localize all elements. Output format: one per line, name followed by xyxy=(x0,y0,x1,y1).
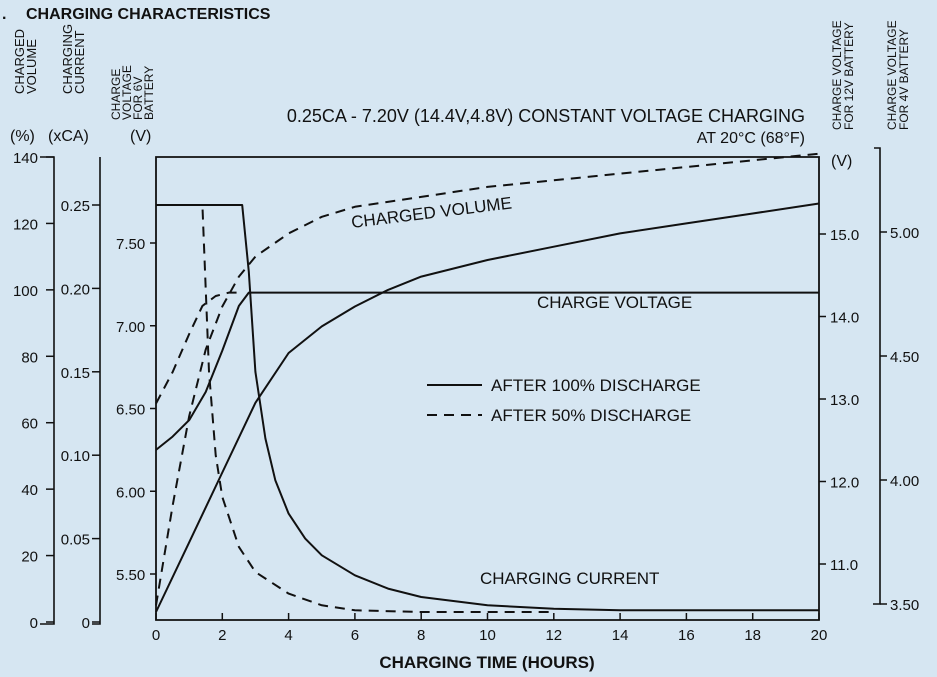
voltage-6v-tick-label: 6.00 xyxy=(116,484,145,501)
charged-volume-tick-label: 140 xyxy=(13,150,38,167)
charged-volume-axis-title: CHARGED VOLUME xyxy=(12,29,39,94)
ticks-layer: 0 2 4 6 8 10 12 14 16 18 20 0 20 40 60 80 100 120 140 0 0.05… xyxy=(13,150,919,644)
voltage-4v-title-line2: FOR 4V BATTERY xyxy=(897,29,911,130)
charged-volume-tick-label: 20 xyxy=(21,549,38,566)
voltage-6v-unit: (V) xyxy=(130,128,151,145)
charging-current-title-line1: CHARGING xyxy=(60,24,75,94)
charging-current-title-line2: CURRENT xyxy=(72,30,87,94)
x-tick-label: 2 xyxy=(218,627,226,644)
charged-volume-after-100-line xyxy=(155,202,820,613)
voltage-6v-tick-label: 7.50 xyxy=(116,236,145,253)
voltage-12v-title-line1: CHARGE VOLTAGE xyxy=(830,20,844,130)
charging-current-after-100-line xyxy=(156,204,819,612)
charging-current-axis-title: CHARGING CURRENT xyxy=(60,24,87,94)
x-tick-label: 4 xyxy=(284,627,292,644)
charged-volume-unit: (%) xyxy=(10,128,35,145)
charged-volume-title-line2: VOLUME xyxy=(24,39,39,94)
charged-volume-after-50-line xyxy=(155,152,820,606)
charged-volume-annotation: CHARGED VOLUME xyxy=(350,193,513,232)
voltage-4v-axis-title: CHARGE VOLTAGE FOR 4V BATTERY xyxy=(885,20,911,130)
legend-label-100: AFTER 100% DISCHARGE xyxy=(491,376,701,395)
chart-subtitle-line2: AT 20°C (68°F) xyxy=(697,130,805,147)
voltage-6v-tick-label: 7.00 xyxy=(116,319,145,336)
charging-current-annotation: CHARGING CURRENT xyxy=(480,569,659,588)
voltage-4v-tick-label: 3.50 xyxy=(890,597,919,614)
voltage-6v-axis-title: CHARGE VOLTAGE FOR 6V BATTERY xyxy=(109,65,156,120)
charging-current-tick-label: 0 xyxy=(82,615,90,632)
charged-volume-tick-label: 40 xyxy=(21,482,38,499)
voltage-6v-title-line1: CHARGE xyxy=(109,69,123,120)
x-tick-label: 18 xyxy=(744,627,761,644)
voltage-12v-tick-label: 13.0 xyxy=(830,392,859,409)
voltage-6v-title-line2: VOLTAGE xyxy=(120,65,134,120)
x-tick-label: 10 xyxy=(479,627,496,644)
voltage-6v-title-line4: BATTERY xyxy=(142,66,156,120)
legend: AFTER 100% DISCHARGE AFTER 50% DISCHARGE xyxy=(427,376,701,425)
voltage-12v-title-line2: FOR 12V BATTERY xyxy=(842,22,856,130)
voltage-4v-title-line1: CHARGE VOLTAGE xyxy=(885,20,899,130)
charge-voltage-annotation: CHARGE VOLTAGE xyxy=(537,293,692,312)
charged-volume-tick-label: 120 xyxy=(13,216,38,233)
charging-current-tick-label: 0.15 xyxy=(61,365,90,382)
x-tick-label: 12 xyxy=(545,627,562,644)
charged-volume-title-line1: CHARGED xyxy=(12,29,27,94)
x-tick-label: 20 xyxy=(811,627,828,644)
voltage-12v-tick-label: 12.0 xyxy=(830,475,859,492)
voltage-12v-tick-label: 15.0 xyxy=(830,227,859,244)
charged-volume-tick-label: 100 xyxy=(13,283,38,300)
x-tick-label: 6 xyxy=(351,627,359,644)
x-tick-label: 14 xyxy=(612,627,629,644)
section-marker: . xyxy=(2,6,6,23)
charged-volume-tick-label: 0 xyxy=(30,615,38,632)
voltage-4v-axis-line xyxy=(873,147,881,605)
charged-volume-axis-line xyxy=(40,156,55,625)
series-layer xyxy=(155,152,820,613)
chart-subtitle-line1: 0.25CA - 7.20V (14.4V,4.8V) CONSTANT VOL… xyxy=(287,106,805,126)
voltage-6v-tick-label: 5.50 xyxy=(116,567,145,584)
voltage-12v-unit: (V) xyxy=(831,153,852,170)
x-axis-label: CHARGING TIME (HOURS) xyxy=(379,653,594,672)
charging-current-after-50-line xyxy=(156,204,554,613)
voltage-4v-tick-label: 4.00 xyxy=(890,473,919,490)
voltage-12v-tick-label: 11.0 xyxy=(830,557,858,574)
voltage-4v-tick-label: 5.00 xyxy=(890,225,919,242)
charging-current-tick-label: 0.05 xyxy=(61,532,90,549)
voltage-12v-axis-title: CHARGE VOLTAGE FOR 12V BATTERY xyxy=(830,20,856,130)
charging-current-tick-label: 0.10 xyxy=(61,448,90,465)
charging-current-tick-label: 0.25 xyxy=(61,198,90,215)
x-tick-label: 16 xyxy=(678,627,695,644)
legend-label-50: AFTER 50% DISCHARGE xyxy=(491,406,691,425)
voltage-6v-tick-label: 6.50 xyxy=(116,402,145,419)
charging-current-unit: (xCA) xyxy=(48,128,89,145)
voltage-12v-tick-label: 14.0 xyxy=(830,310,859,327)
charging-current-axis-line xyxy=(92,157,101,625)
charging-current-tick-label: 0.20 xyxy=(61,281,90,298)
x-tick-label: 0 xyxy=(152,627,160,644)
charge-voltage-after-50-line xyxy=(155,291,239,404)
x-tick-label: 8 xyxy=(417,627,425,644)
voltage-4v-tick-label: 4.50 xyxy=(890,349,919,366)
charged-volume-tick-label: 80 xyxy=(21,349,38,366)
charged-volume-tick-label: 60 xyxy=(21,416,38,433)
charge-voltage-after-100-line xyxy=(155,291,819,451)
plot-border xyxy=(155,156,820,621)
chart-title: CHARGING CHARACTERISTICS xyxy=(26,6,271,23)
voltage-6v-title-line3: FOR 6V xyxy=(131,77,145,120)
